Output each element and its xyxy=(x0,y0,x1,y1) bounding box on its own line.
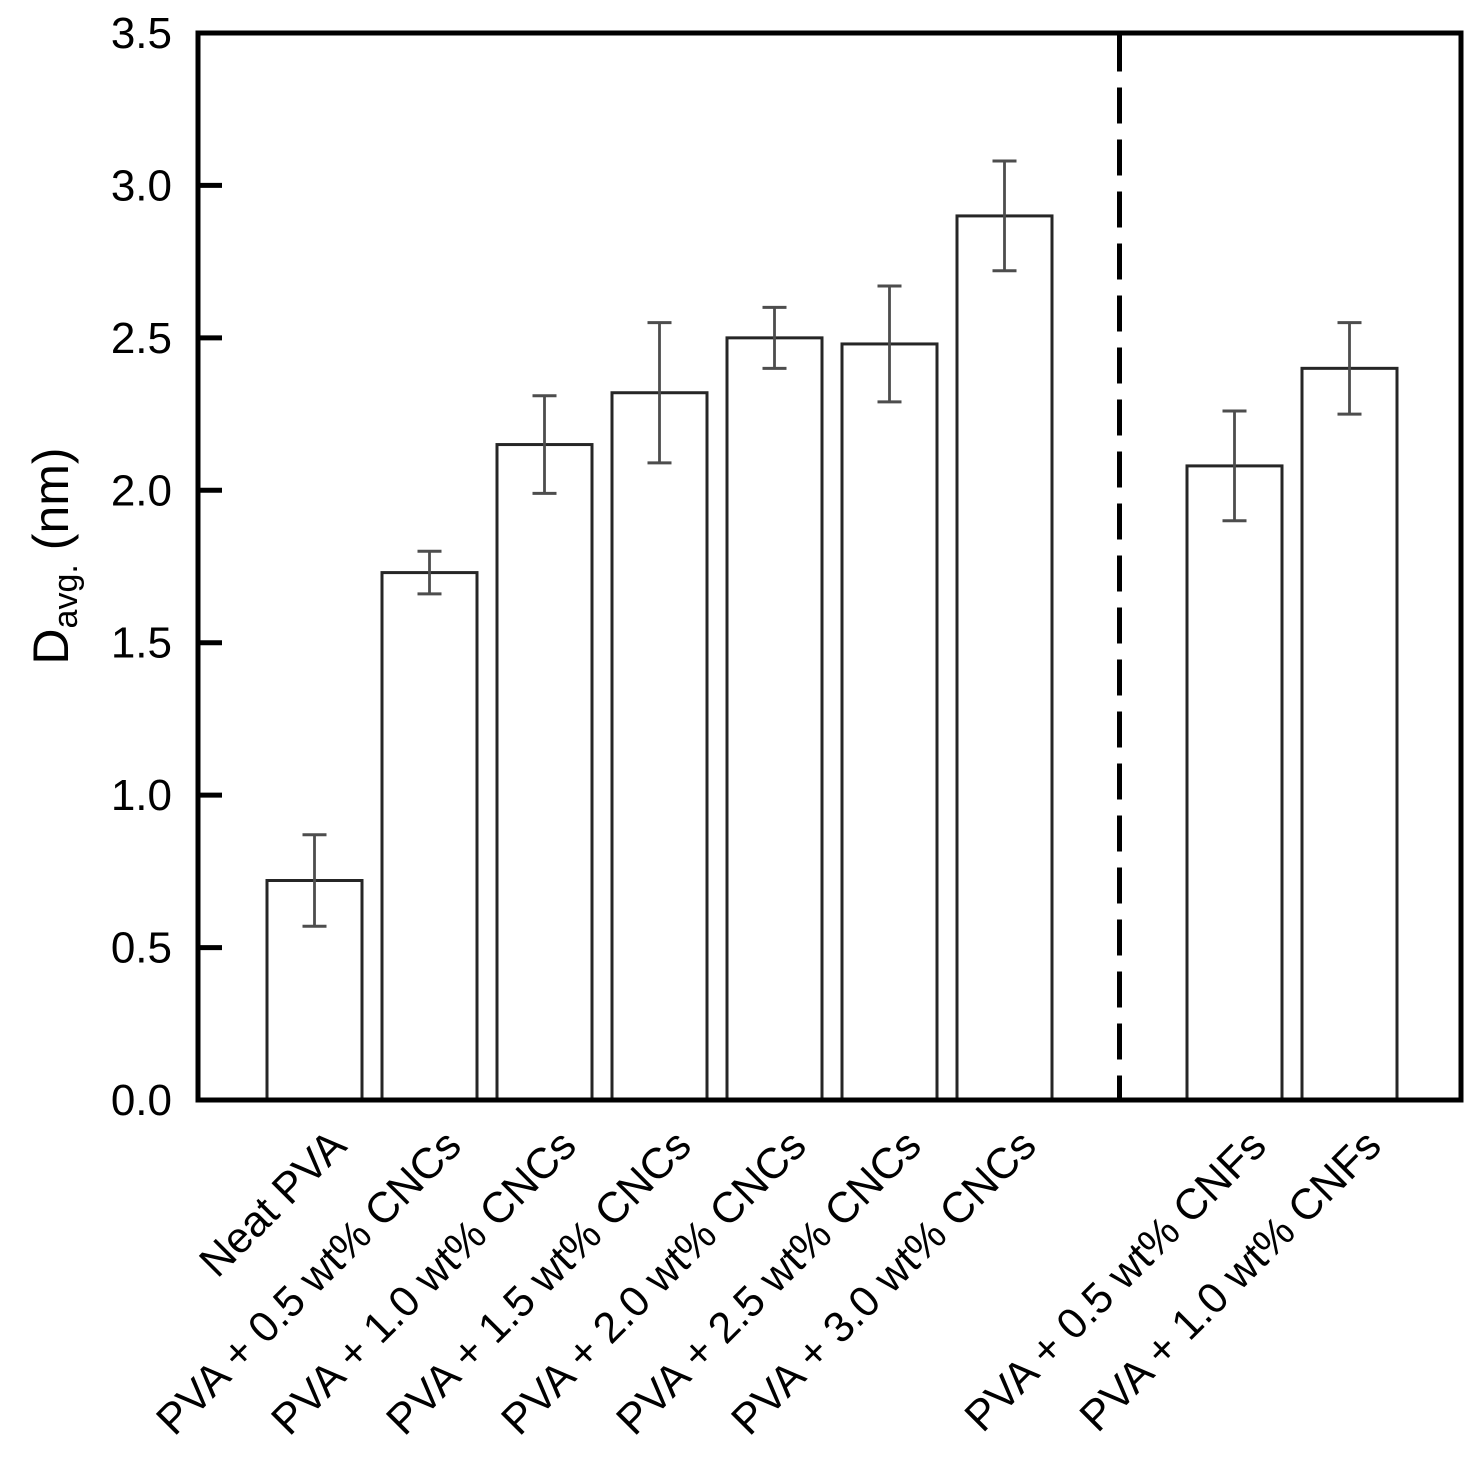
bar-8 xyxy=(1300,366,1399,1102)
y-tick-label-1: 0.5 xyxy=(111,924,172,973)
y-tick-label-5: 2.5 xyxy=(111,314,172,363)
y-tick-label-2: 1.0 xyxy=(111,771,172,820)
bar-6 xyxy=(955,214,1054,1102)
y-tick-label-0: 0.0 xyxy=(111,1076,172,1125)
y-tick-label-6: 3.0 xyxy=(111,161,172,210)
plot-frame xyxy=(195,30,1464,1103)
bar-1 xyxy=(380,571,479,1102)
bar-5 xyxy=(840,342,939,1102)
bar-3 xyxy=(610,391,709,1102)
bar-4 xyxy=(725,336,824,1102)
y-tick-label-7: 3.5 xyxy=(111,9,172,58)
y-tick-label-4: 2.0 xyxy=(111,466,172,515)
y-axis-label: Davg.(nm) xyxy=(23,447,85,664)
bar-2 xyxy=(495,443,594,1102)
bar-7 xyxy=(1185,464,1284,1102)
y-tick-label-3: 1.5 xyxy=(111,619,172,668)
